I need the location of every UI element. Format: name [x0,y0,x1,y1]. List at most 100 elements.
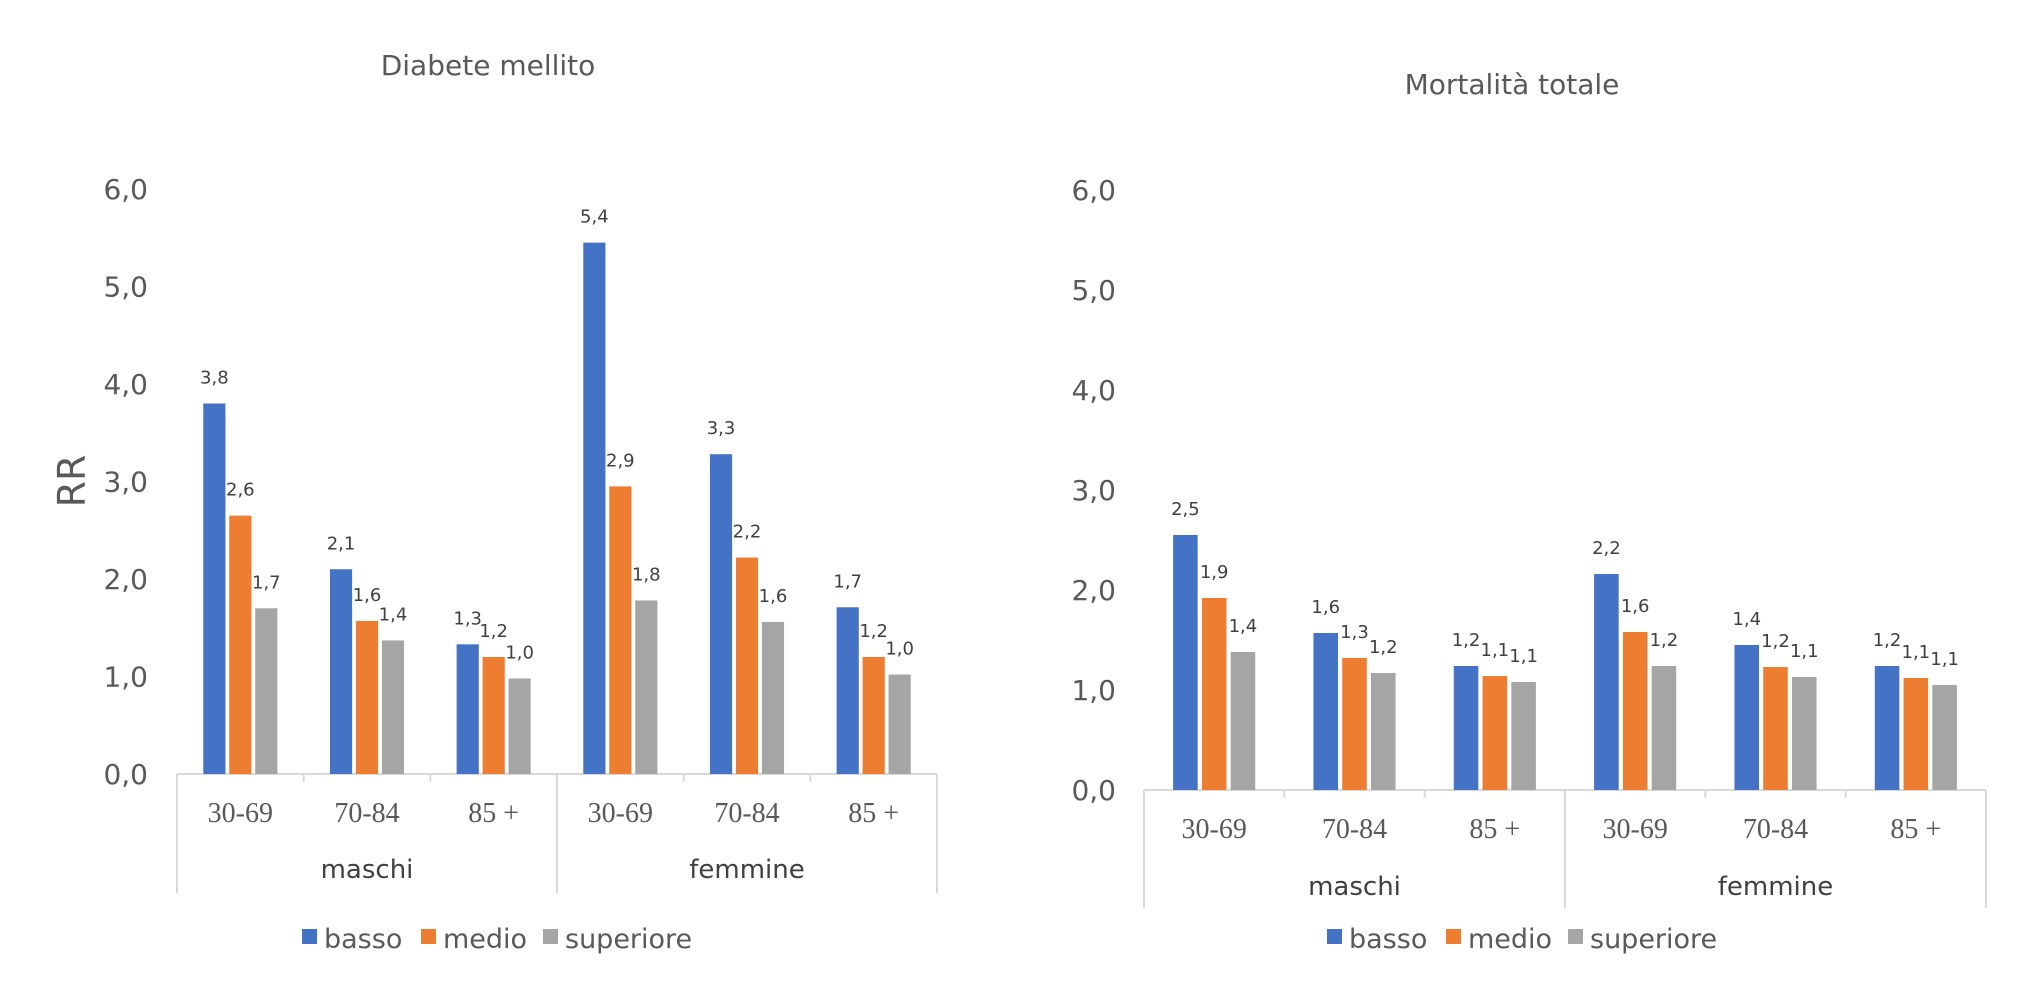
bar-medio-30-69 [1622,632,1648,790]
x-tick-label: 30-69 [208,798,273,829]
bar-medio-85+ [1903,678,1929,790]
legend-swatch-medio [421,929,436,944]
x-tick-label: 70-84 [334,798,399,829]
y-tick-label: 1,0 [1071,674,1116,707]
group-label-femmine: femmine [689,855,805,885]
data-label: 1,4 [1732,609,1761,630]
bar-basso-30-69 [203,403,226,774]
y-tick-label: 6,0 [103,173,148,206]
x-tick-label: 85 + [848,798,899,829]
bar-basso-70-84 [329,569,353,774]
data-label: 1,4 [379,604,408,625]
x-tick-label: 30-69 [588,798,653,829]
data-label: 2,9 [606,450,635,471]
data-label: 1,1 [1930,649,1959,670]
data-label: 2,6 [226,480,255,501]
bar-superiore-70-84 [1370,673,1396,790]
bar-medio-85+ [1482,676,1508,790]
legend-swatch-basso [1327,929,1342,944]
data-label: 2,2 [1592,538,1621,559]
data-label: 1,6 [759,586,788,607]
data-label: 1,2 [1873,630,1902,651]
legend-label-medio: medio [443,924,527,955]
bar-medio-85+ [482,657,505,774]
y-tick-label: 3,0 [103,466,148,499]
chart-title: Mortalità totale [1405,68,1620,101]
data-label: 3,8 [200,368,229,389]
legend-label-basso: basso [1349,924,1427,955]
data-label: 1,2 [1452,630,1481,651]
y-tick-label: 2,0 [103,563,148,596]
bar-superiore-85+ [1932,685,1957,790]
bar-medio-85+ [862,657,885,774]
data-label: 1,3 [453,608,482,629]
x-tick-label: 70-84 [1743,814,1808,845]
x-tick-label: 70-84 [1322,814,1387,845]
data-label: 1,2 [859,621,888,642]
bar-medio-30-69 [229,515,252,774]
data-label: 1,2 [1650,630,1679,651]
chart-title: Diabete mellito [381,49,596,82]
group-label-femmine: femmine [1718,872,1834,902]
group-label-maschi: maschi [1308,872,1401,902]
data-label: 1,1 [1790,641,1819,662]
data-label: 1,1 [1902,642,1931,663]
x-tick-label: 85 + [1890,814,1941,845]
bar-basso-30-69 [1594,574,1619,790]
legend-label-basso: basso [324,924,402,955]
data-label: 1,2 [479,621,508,642]
x-tick-label: 85 + [1469,814,1520,845]
data-label: 1,1 [1481,640,1510,661]
y-tick-label: 4,0 [1071,374,1116,407]
data-label: 1,6 [1311,597,1340,618]
bar-superiore-70-84 [761,621,785,774]
bar-medio-30-69 [609,486,632,774]
bar-superiore-30-69 [1230,652,1256,790]
data-label: 1,6 [1621,596,1650,617]
data-label: 1,7 [833,571,862,592]
data-label: 1,0 [885,639,914,660]
bar-basso-30-69 [1173,535,1198,790]
diabete-mellito-chart: Diabete mellito RR 0,0 1,0 2,0 3,0 4,0 5,0 6,0 30… [50,49,938,955]
legend-swatch-superiore [1568,929,1583,944]
bar-basso-85+ [1874,666,1900,790]
bar-superiore-85+ [508,678,531,774]
bar-basso-30-69 [583,242,606,774]
bar-medio-70-84 [735,557,759,774]
y-tick-label: 0,0 [1071,774,1116,807]
y-tick-label: 5,0 [1071,274,1116,307]
legend-label-superiore: superiore [565,924,692,955]
bar-superiore-85+ [888,674,911,774]
x-tick-label: 30-69 [1182,814,1247,845]
data-label: 1,0 [505,642,534,663]
bar-basso-70-84 [709,454,733,774]
data-label: 2,5 [1171,499,1200,520]
x-tick-label: 70-84 [714,798,779,829]
data-label: 1,9 [1200,562,1229,583]
bar-basso-85+ [456,644,479,774]
y-tick-label: 0,0 [103,758,148,791]
bar-superiore-70-84 [381,640,405,774]
y-tick-label: 4,0 [103,368,148,401]
bar-basso-70-84 [1313,633,1339,790]
data-label: 1,2 [1761,631,1790,652]
bar-medio-70-84 [355,620,379,774]
x-tick-label: 85 + [468,798,519,829]
data-label: 1,2 [1369,637,1398,658]
data-label: 1,8 [632,564,661,585]
bar-superiore-70-84 [1791,677,1817,790]
data-label: 1,6 [353,585,382,606]
legend-swatch-medio [1446,929,1461,944]
legend-label-superiore: superiore [1590,924,1717,955]
x-tick-label: 30-69 [1603,814,1668,845]
bar-superiore-30-69 [1651,666,1677,790]
bar-basso-85+ [836,607,859,774]
y-tick-label: 2,0 [1071,574,1116,607]
y-tick-label: 5,0 [103,271,148,304]
data-label: 1,7 [252,572,281,593]
group-label-maschi: maschi [321,855,414,885]
y-tick-label: 1,0 [103,661,148,694]
bar-medio-70-84 [1763,667,1788,790]
legend-swatch-basso [302,929,317,944]
